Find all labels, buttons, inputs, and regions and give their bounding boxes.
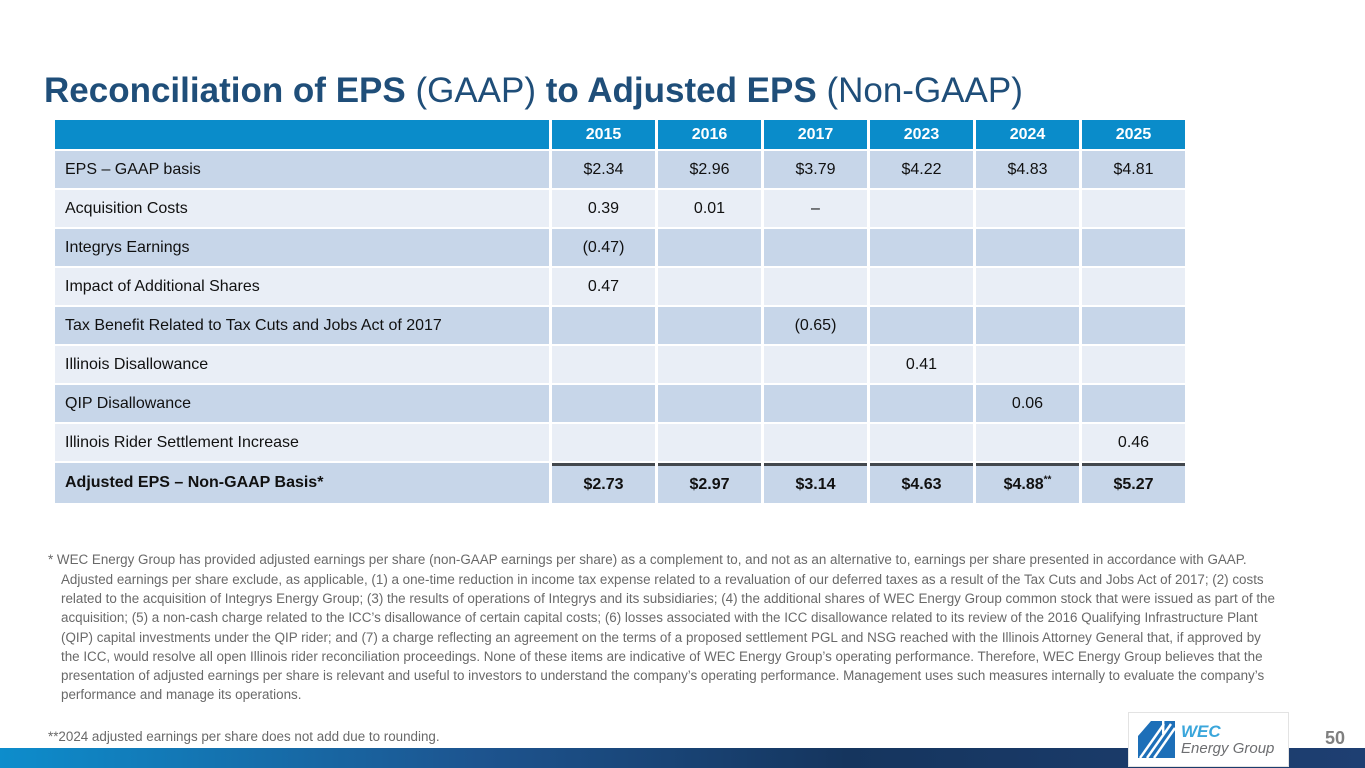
table-header-row: 2015 2016 2017 2023 2024 2025 — [55, 120, 1185, 149]
cell-value: $5.27 — [1082, 463, 1185, 503]
cell-value: $4.22 — [870, 151, 973, 188]
cell-value — [976, 424, 1079, 461]
cell-value — [1082, 307, 1185, 344]
table-row: Impact of Additional Shares 0.47 — [55, 268, 1185, 305]
footnote-primary: * WEC Energy Group has provided adjusted… — [48, 552, 1275, 703]
cell-value — [1082, 268, 1185, 305]
cell-value — [552, 385, 655, 422]
cell-value — [764, 268, 867, 305]
row-label: Acquisition Costs — [55, 190, 549, 227]
header-year-2024: 2024 — [976, 120, 1079, 149]
cell-value: $3.79 — [764, 151, 867, 188]
title-segment: (GAAP) — [405, 71, 546, 111]
cell-value — [870, 229, 973, 266]
cell-value — [1082, 385, 1185, 422]
cell-value — [552, 346, 655, 383]
header-year-2016: 2016 — [658, 120, 761, 149]
cell-value — [658, 229, 761, 266]
cell-value — [870, 307, 973, 344]
footnote-secondary: **2024 adjusted earnings per share does … — [48, 729, 440, 745]
cell-value — [870, 424, 973, 461]
cell-value: $2.73 — [552, 463, 655, 503]
cell-value — [1082, 190, 1185, 227]
page-number: 50 — [1324, 728, 1345, 748]
table-row: EPS – GAAP basis $2.34 $2.96 $3.79 $4.22 $4.8… — [55, 151, 1185, 188]
cell-value: 0.41 — [870, 346, 973, 383]
cell-value — [976, 307, 1079, 344]
cell-value: 0.47 — [552, 268, 655, 305]
header-year-2025: 2025 — [1082, 120, 1185, 149]
table-row: Adjusted EPS – Non-GAAP Basis* $2.73 $2.97… — [55, 463, 1185, 503]
cell-value: 0.01 — [658, 190, 761, 227]
cell-value: $4.81 — [1082, 151, 1185, 188]
table-row: Acquisition Costs 0.39 0.01– — [55, 190, 1185, 227]
cell-value — [1082, 229, 1185, 266]
title-segment: Reconciliation of EPS — [44, 71, 406, 111]
table-row: Illinois Rider Settlement Increase 0.46 — [55, 424, 1185, 461]
cell-value — [1082, 346, 1185, 383]
cell-value — [764, 424, 867, 461]
title-segment: to Adjusted EPS — [545, 71, 817, 111]
cell-value: – — [764, 190, 867, 227]
cell-value — [976, 190, 1079, 227]
cell-value: $2.96 — [658, 151, 761, 188]
page-title: Reconciliation of EPS (GAAP) to Adjusted… — [44, 71, 1304, 111]
header-year-2023: 2023 — [870, 120, 973, 149]
cell-value: $2.97 — [658, 463, 761, 503]
cell-value — [658, 424, 761, 461]
row-label: Illinois Disallowance — [55, 346, 549, 383]
cell-value — [658, 268, 761, 305]
table-row: QIP Disallowance 0.06 — [55, 385, 1185, 422]
cell-value — [870, 268, 973, 305]
cell-value — [976, 268, 1079, 305]
cell-value: 0.39 — [552, 190, 655, 227]
row-label: EPS – GAAP basis — [55, 151, 549, 188]
table-body: EPS – GAAP basis $2.34 $2.96 $3.79 $4.22 $4.8… — [55, 151, 1185, 503]
table-row: Tax Benefit Related to Tax Cuts and Jobs… — [55, 307, 1185, 344]
cell-value: 0.06 — [976, 385, 1079, 422]
wec-logo-text: WEC Energy Group — [1181, 721, 1275, 757]
cell-value: $3.14 — [764, 463, 867, 503]
title-segment: (Non-GAAP) — [816, 71, 1023, 111]
row-label: Integrys Earnings — [55, 229, 549, 266]
row-label: Tax Benefit Related to Tax Cuts and Jobs… — [55, 307, 549, 344]
cell-value: $4.63 — [870, 463, 973, 503]
cell-value — [764, 346, 867, 383]
cell-value — [658, 385, 761, 422]
row-label: QIP Disallowance — [55, 385, 549, 422]
table-row: Illinois Disallowance 0.41 — [55, 346, 1185, 383]
cell-value: $2.34 — [552, 151, 655, 188]
cell-value — [658, 346, 761, 383]
cell-value — [870, 190, 973, 227]
row-label: Impact of Additional Shares — [55, 268, 549, 305]
cell-value — [976, 346, 1079, 383]
cell-value — [764, 229, 867, 266]
cell-value — [870, 385, 973, 422]
header-year-2017: 2017 — [764, 120, 867, 149]
cell-value: $4.83 — [976, 151, 1079, 188]
logo-brand-top: WEC — [1181, 721, 1221, 741]
wec-logo: WEC Energy Group — [1128, 712, 1289, 767]
table-row: Integrys Earnings (0.47) — [55, 229, 1185, 266]
row-label: Illinois Rider Settlement Increase — [55, 424, 549, 461]
cell-value: $4.88** — [976, 463, 1079, 503]
cell-value — [552, 307, 655, 344]
cell-value — [552, 424, 655, 461]
header-year-2015: 2015 — [552, 120, 655, 149]
cell-value — [764, 385, 867, 422]
wec-logo-icon — [1138, 721, 1175, 758]
row-label: Adjusted EPS – Non-GAAP Basis* — [55, 463, 549, 503]
eps-reconciliation-table: 2015 2016 2017 2023 2024 2025 EPS – GAAP basi… — [52, 118, 1188, 505]
cell-value: (0.65) — [764, 307, 867, 344]
cell-value — [658, 307, 761, 344]
logo-brand-bottom: Energy Group — [1181, 739, 1275, 757]
header-empty-cell — [55, 120, 549, 149]
cell-value — [976, 229, 1079, 266]
cell-value: 0.46 — [1082, 424, 1185, 461]
cell-value: (0.47) — [552, 229, 655, 266]
bottom-accent-bar — [0, 748, 1365, 768]
